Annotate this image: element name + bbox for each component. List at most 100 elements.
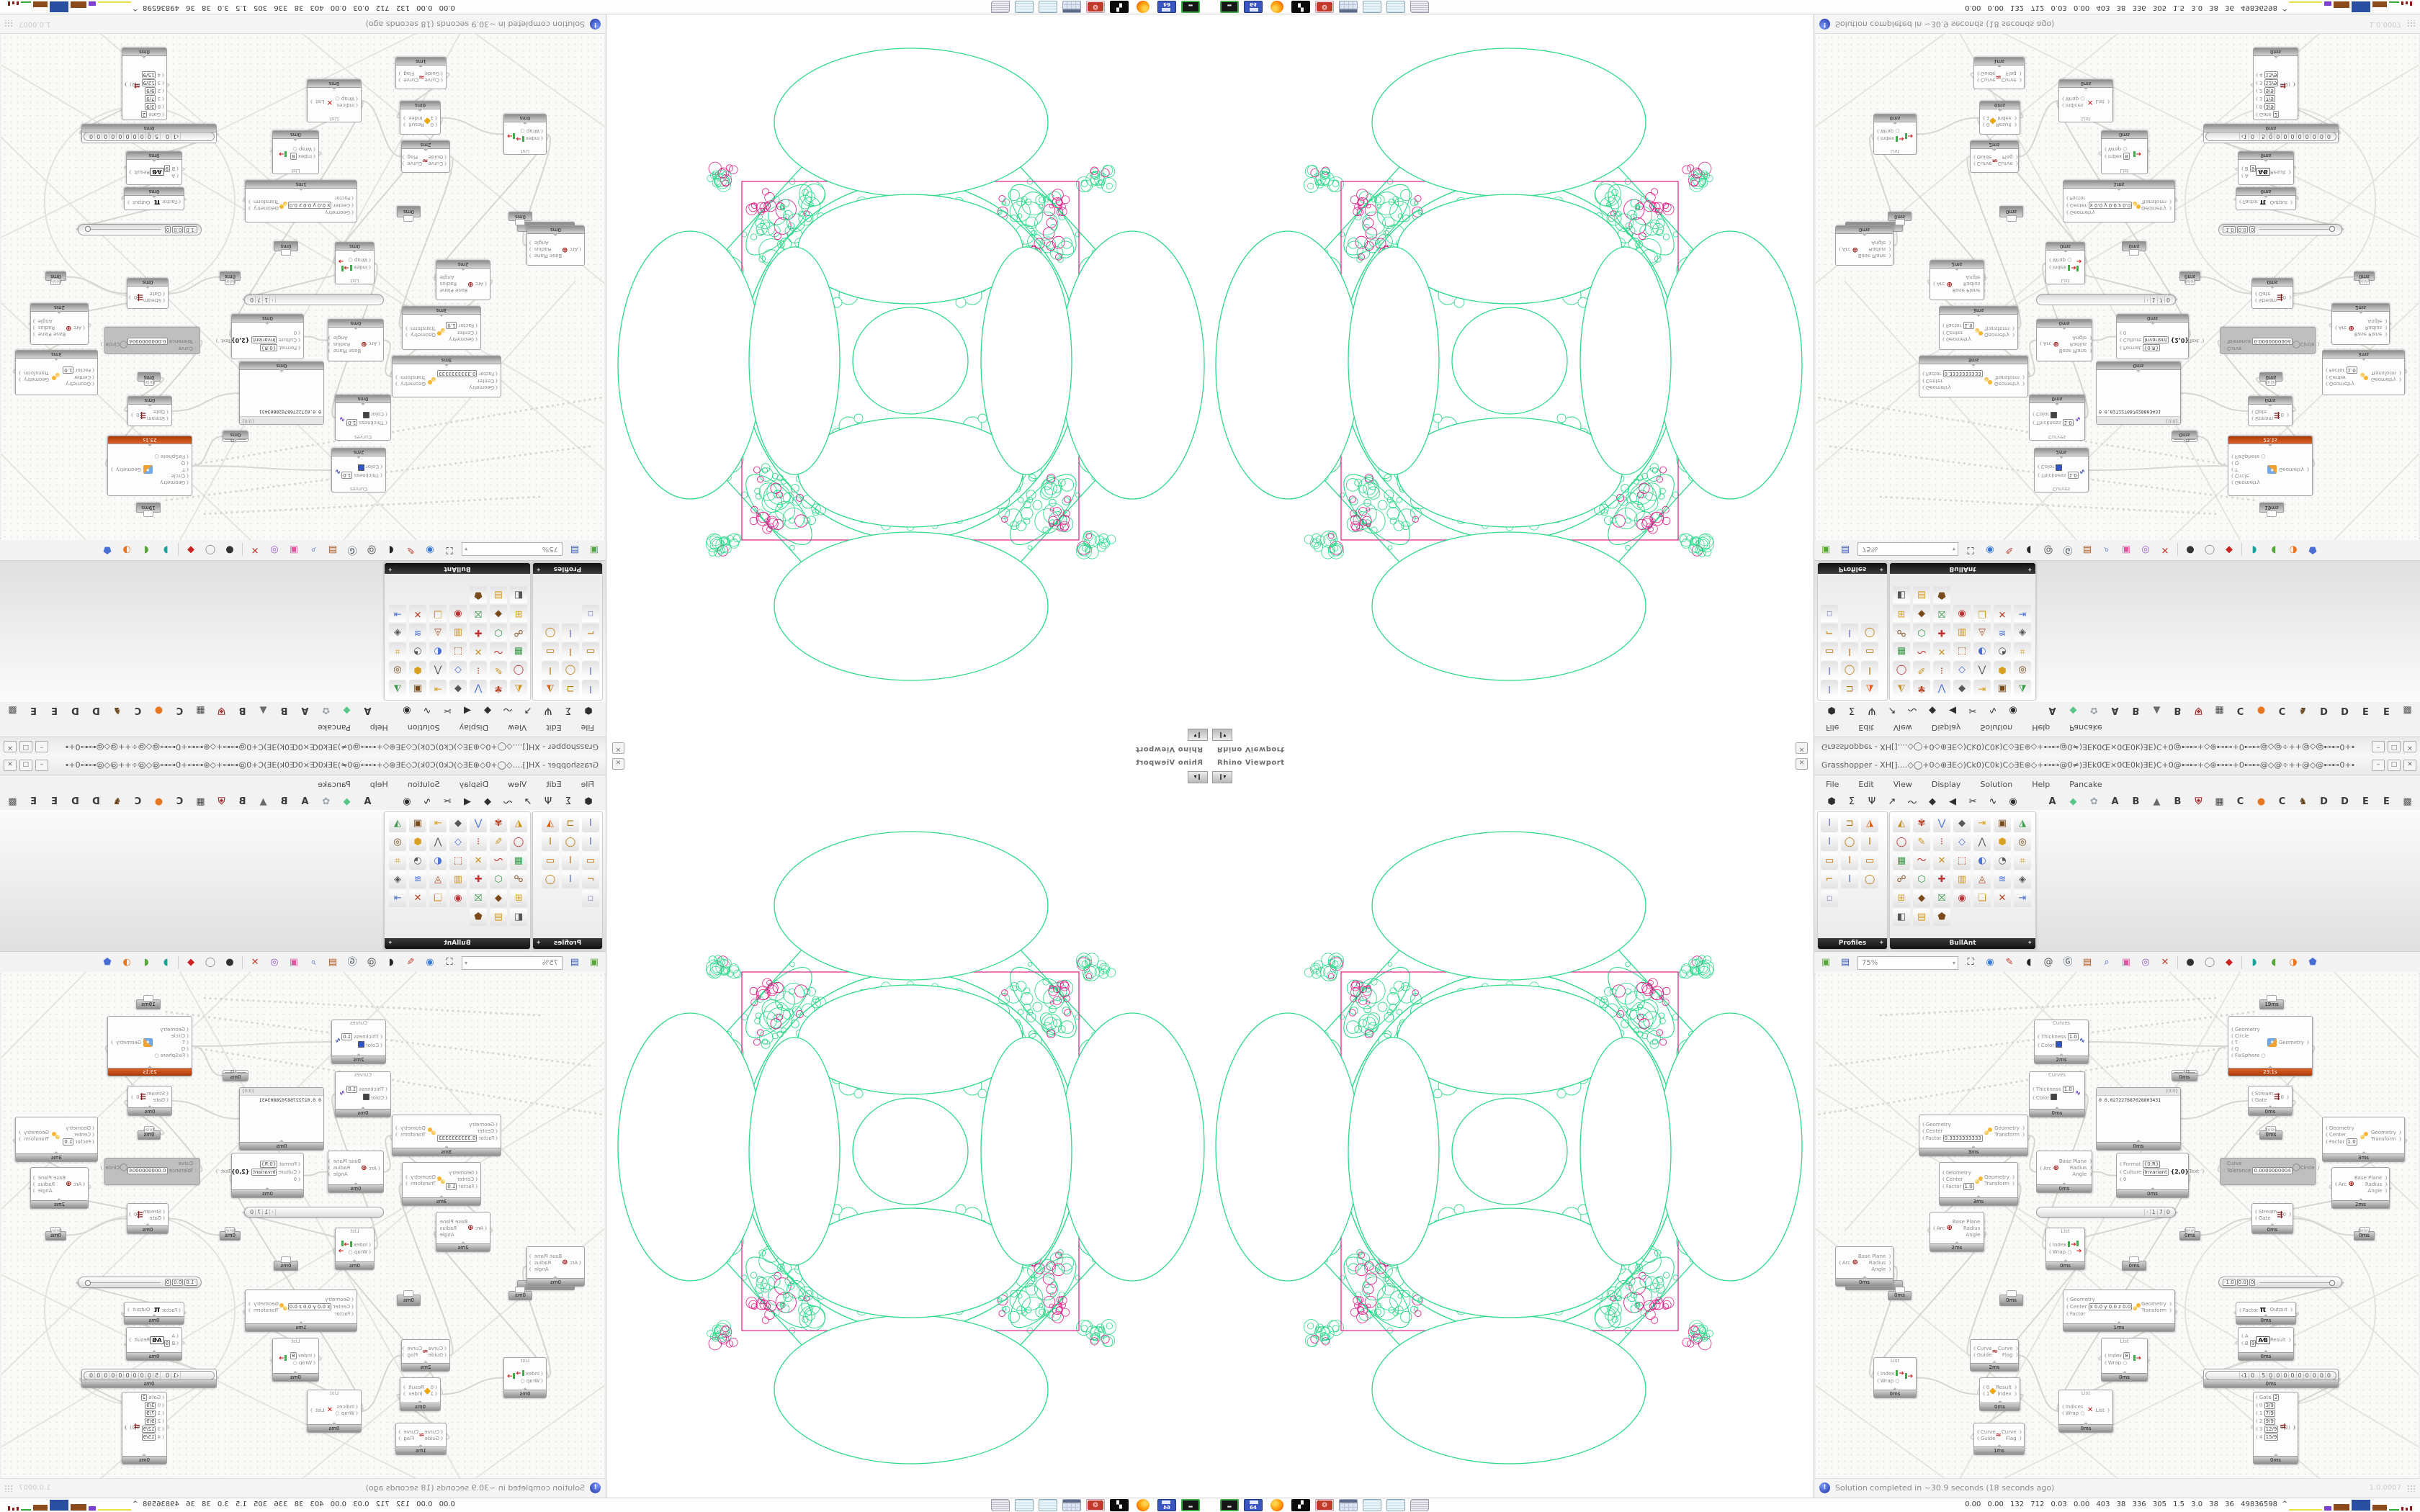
category-tab-icon-9[interactable]: ◉ xyxy=(2009,796,2017,807)
gh-node-8[interactable]: 0ms Relay xyxy=(138,372,161,384)
category-tab-icon-1[interactable]: Σ xyxy=(565,705,572,716)
plugin-tab-13[interactable]: D xyxy=(2320,705,2328,716)
component-icon[interactable]: ▭ xyxy=(1861,852,1878,870)
component-icon[interactable]: ◉ xyxy=(449,890,467,907)
plugin-tab-11[interactable]: C xyxy=(2278,796,2286,807)
category-tab-icon-9[interactable]: ◉ xyxy=(2009,705,2017,716)
component-icon[interactable]: ▭ xyxy=(542,642,559,660)
grasshopper-titlebar[interactable]: Grasshopper - XH[]....◇◯+0◇⊕ƎE◇)Ck0)C0k)… xyxy=(1814,756,2420,775)
sketch-pen-icon[interactable]: ✎ xyxy=(406,957,415,968)
gh-node-28[interactable]: ❨0 ❨1 ◆ Result ❩ Index ❩ 0ms xyxy=(400,101,441,135)
component-icon[interactable]: ✎ xyxy=(490,834,507,851)
gh-node-31[interactable]: ❨Factor π Output ❩ 0ms xyxy=(2236,1302,2296,1325)
plugin-tab-3[interactable]: A xyxy=(2111,796,2119,807)
component-icon[interactable]: ⛝ xyxy=(470,605,487,622)
notepad-2-app-icon[interactable] xyxy=(1015,1,1034,13)
component-icon[interactable]: ◆ xyxy=(490,605,507,622)
doc-badge-icon[interactable]: ▤ xyxy=(2082,957,2092,968)
component-icon[interactable]: ◈ xyxy=(2014,624,2031,641)
gh-node-21[interactable]: 0ms Relay xyxy=(45,271,66,284)
find-icon[interactable]: ⌕ xyxy=(310,957,316,968)
category-tab-icon-1[interactable]: Σ xyxy=(1848,705,1855,716)
menu-item-pancake[interactable]: Pancake xyxy=(2069,723,2102,733)
preview-orange-icon[interactable]: ◑ xyxy=(2289,957,2298,968)
plugin-tab-10[interactable]: ● xyxy=(154,705,163,716)
terminal-app-icon[interactable]: ▂ xyxy=(1220,1499,1239,1511)
component-icon[interactable]: Ⅰ xyxy=(542,661,559,678)
plugin-tab-16[interactable]: E xyxy=(2383,796,2390,807)
gh-node-18[interactable]: List ❨Index ➔ ❨Wrap ○ ➔ 0ms xyxy=(2045,242,2085,284)
component-icon[interactable]: ◯ xyxy=(1893,834,1910,851)
floppy-64-app-icon[interactable]: 64 xyxy=(1157,1499,1176,1511)
gh-node-17[interactable]: ❨Arc ⊕ Base Plane ❩ Radius ❩ Angle ❩ 2ms xyxy=(1930,260,1986,300)
menu-item-edit[interactable]: Edit xyxy=(1858,779,1874,789)
component-icon[interactable]: Ⅰ xyxy=(582,680,599,697)
category-tab-icon-2[interactable]: Ψ xyxy=(544,705,552,716)
gh-node-33[interactable]: ‹1 0 5 0 0 0 0 0 0 0 0 0 0ms xyxy=(81,1369,217,1388)
notepad-2-app-icon[interactable] xyxy=(1015,1499,1034,1511)
component-icon[interactable]: ⋁ xyxy=(470,680,487,697)
plugin-tab-7[interactable]: ⛨ xyxy=(2195,796,2202,807)
component-icon[interactable]: ▣ xyxy=(1994,815,2011,832)
grasshopper-titlebar[interactable]: Grasshopper - XH[]....◇◯+0◇⊕ƎE◇)Ck0)C0k)… xyxy=(0,756,606,775)
gh-node-2[interactable]: Curves ❨Thickness 1.0 ❨Color ∿ 0ms xyxy=(335,1071,391,1117)
calculator-app-icon[interactable] xyxy=(1339,1,1358,13)
component-icon[interactable]: ⌐ xyxy=(1821,624,1838,641)
category-tab-icon-0[interactable]: ⬢ xyxy=(1827,796,1836,807)
gh-node-32[interactable]: ❨A ❨B 9 A⁄B Result ❩ 0ms xyxy=(2238,1327,2294,1361)
component-icon[interactable]: ◭ xyxy=(510,815,527,832)
component-icon[interactable]: ⬡ xyxy=(1913,624,1930,641)
component-icon[interactable]: 〜 xyxy=(490,642,507,660)
resize-grip-icon[interactable] xyxy=(2407,1485,2416,1492)
gh-node-13[interactable]: ❨Format {0;R} ❨Culture Invariant {2,0} ❨0 … xyxy=(215,1153,304,1198)
component-icon[interactable]: ▦ xyxy=(510,642,527,660)
mention-icon[interactable]: @ xyxy=(2043,957,2053,968)
palette-group-label[interactable]: Profiles ✦ xyxy=(1818,563,1887,574)
package-icon[interactable]: ▣ xyxy=(2121,957,2131,968)
component-icon[interactable]: ⋀ xyxy=(429,834,447,851)
component-icon[interactable]: ▦ xyxy=(510,852,527,870)
component-icon[interactable]: ◈ xyxy=(2014,871,2031,888)
preview-blue-icon[interactable]: ⬟ xyxy=(103,544,112,555)
plugin-tab-15[interactable]: E xyxy=(2362,705,2369,716)
component-icon[interactable]: ❏ xyxy=(429,605,447,622)
notepad-app-icon[interactable] xyxy=(1039,1499,1057,1511)
gh-node-20[interactable]: 0ms Relay xyxy=(2179,271,2200,284)
gh-node-25[interactable]: ❨Geometry ❨Center x 0.0 y 0.0 z 0.0 ❨Fact… xyxy=(245,1290,357,1332)
gh-node-19[interactable]: ❨Stream ❨Gate ⇶ 0 ❩ 0ms xyxy=(127,278,169,309)
component-icon[interactable]: ◇ xyxy=(1953,834,1971,851)
component-icon[interactable]: ◔ xyxy=(1994,642,2011,660)
gh-node-32[interactable]: ❨A ❨B 9 A⁄B Result ❩ 0ms xyxy=(126,151,182,185)
firefox-app-icon[interactable] xyxy=(1137,1499,1150,1511)
gh-node-19[interactable]: ❨Stream ❨Gate ⇶ 0 ❩ 0ms xyxy=(2251,278,2293,309)
category-tab-icon-1[interactable]: Σ xyxy=(1848,796,1855,807)
component-icon[interactable]: ▫ xyxy=(1821,605,1838,622)
component-icon[interactable]: ⌗ xyxy=(389,852,406,870)
component-icon[interactable]: ⇥ xyxy=(2014,605,2031,622)
gh-node-14[interactable]: ❨Arc ⊕ Base Plane ❩ Radius ❩ Angle ❩ 0ms xyxy=(2036,1151,2092,1193)
gh-node-11[interactable]: ❨Geometry ❨Center ❨Factor 1.0 Geometry ❩ T… xyxy=(2322,350,2405,395)
plugin-tab-1[interactable]: ◆ xyxy=(343,705,351,716)
gh-node-20[interactable]: 0ms Relay xyxy=(220,271,241,284)
grasshopper-titlebar[interactable]: Grasshopper - XH[]....◇◯+0◇⊕ƎE◇)Ck0)C0k)… xyxy=(0,737,606,756)
component-icon[interactable]: Ⅰ xyxy=(1841,852,1858,870)
rhino-viewport[interactable]: Rhino Viewport ✕ ❙▾ xyxy=(606,14,1210,756)
gh-node-36[interactable]: 0ms xyxy=(508,212,532,221)
gh-node-12[interactable]: ❨Arc ⊕ Base Plane ❩ Radius ❩ Angle ❩ 2ms xyxy=(2331,303,2390,345)
preview-teal-icon[interactable]: ◗ xyxy=(163,957,169,968)
floppy-64-app-icon[interactable]: 64 xyxy=(1244,1,1263,13)
preview-orange-icon[interactable]: ◑ xyxy=(2289,544,2298,555)
component-icon[interactable]: ▥ xyxy=(1953,624,1971,641)
ball-dark-icon[interactable]: ● xyxy=(2186,544,2195,555)
component-icon[interactable]: ⌗ xyxy=(389,642,406,660)
sketch-pen-icon[interactable]: ✎ xyxy=(2005,957,2014,968)
component-icon[interactable]: Ⅰ xyxy=(1861,661,1878,678)
calculator-app-icon[interactable] xyxy=(1339,1499,1358,1511)
component-icon[interactable]: ⁝ xyxy=(470,661,487,678)
component-icon[interactable]: ⋀ xyxy=(1973,834,1991,851)
viewport-close-icon[interactable]: ✕ xyxy=(612,742,624,754)
component-icon[interactable]: 〜 xyxy=(1913,642,1930,660)
component-icon[interactable]: ⛝ xyxy=(470,890,487,907)
gh-node-5[interactable]: ❨Geometry ❨Circle ❨T ❨Q ❨FixSphere ○ ✦ Ge… xyxy=(107,436,192,496)
plugin-tab-2[interactable]: ✿ xyxy=(2090,796,2098,807)
